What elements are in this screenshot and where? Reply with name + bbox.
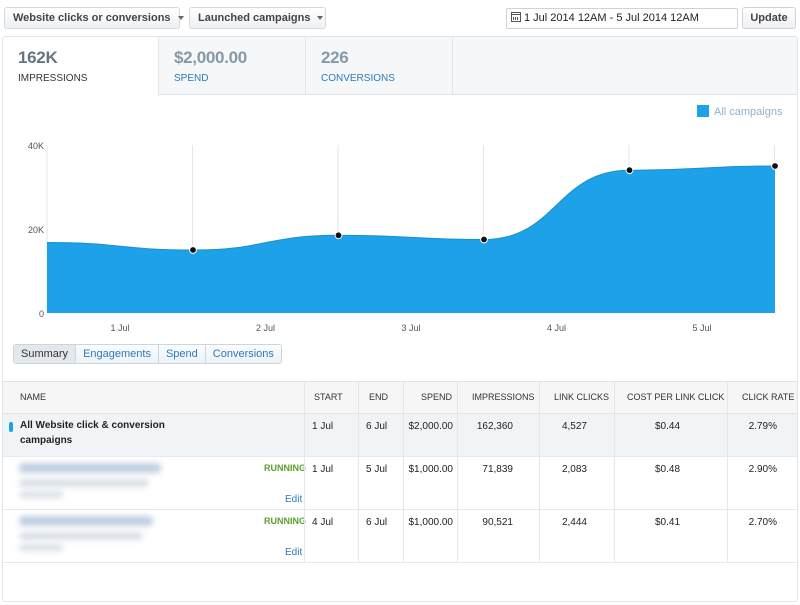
- column-divider: [304, 381, 305, 563]
- row-end: 6 Jul: [366, 517, 388, 528]
- summary-row[interactable]: All Website click & conversion campaigns…: [3, 414, 797, 457]
- campaigns-dropdown[interactable]: Launched campaigns: [189, 7, 326, 29]
- tab-impressions[interactable]: 162K IMPRESSIONS: [3, 37, 159, 96]
- row-impressions: 90,521: [482, 517, 513, 528]
- table-row[interactable]: RUNNING Edit 1 Jul 5 Jul $1,000.00 71,83…: [3, 457, 797, 510]
- spend-value: $2,000.00: [174, 48, 247, 67]
- summary-name-line1: All Website click & conversion: [20, 420, 165, 431]
- col-name[interactable]: NAME: [20, 392, 47, 402]
- table-row[interactable]: RUNNING Edit 4 Jul 6 Jul $1,000.00 90,52…: [3, 510, 797, 563]
- data-point: [189, 246, 197, 254]
- conversions-value: 226: [321, 48, 349, 67]
- col-start[interactable]: START: [314, 392, 343, 402]
- objective-dropdown[interactable]: Website clicks or conversions: [4, 7, 184, 29]
- campaign-name-redacted: [19, 491, 63, 498]
- data-point: [771, 162, 779, 170]
- summary-impressions: 162,360: [476, 421, 513, 432]
- status-badge: RUNNING: [264, 463, 306, 473]
- tab-spend[interactable]: $2,000.00 SPEND: [159, 37, 306, 95]
- summary-link-clicks: 4,527: [561, 421, 587, 432]
- table-header: NAME START END SPEND IMPRESSIONS LINK CL…: [3, 381, 797, 414]
- summary-name-line2: campaigns: [20, 435, 73, 446]
- row-click-rate: 2.70%: [748, 517, 777, 528]
- y-tick-label: 40K: [28, 141, 44, 151]
- top-toolbar: Website clicks or conversions Launched c…: [0, 0, 800, 36]
- chevron-down-icon: [177, 16, 184, 21]
- row-link-clicks: 2,444: [561, 517, 587, 528]
- analytics-panel: 162K IMPRESSIONS $2,000.00 SPEND 226 CON…: [2, 36, 798, 602]
- summary-end: 6 Jul: [366, 421, 388, 432]
- subtab-spend[interactable]: Spend: [158, 345, 206, 363]
- tab-conversions[interactable]: 226 CONVERSIONS: [306, 37, 453, 95]
- column-divider: [358, 381, 359, 563]
- row-start: 1 Jul: [312, 464, 334, 475]
- row-cost-per-link-click: $0.48: [655, 464, 681, 475]
- x-tick-label: 2 Jul: [256, 323, 275, 333]
- update-button[interactable]: Update: [742, 7, 796, 29]
- chevron-down-icon: [317, 16, 324, 21]
- campaign-name-redacted: [19, 532, 143, 540]
- row-impressions: 71,839: [482, 464, 513, 475]
- impressions-value: 162K: [18, 48, 58, 67]
- col-link-clicks[interactable]: LINK CLICKS: [554, 392, 610, 402]
- campaign-name-redacted: [19, 516, 153, 526]
- data-point: [480, 235, 488, 244]
- spend-label: SPEND: [174, 73, 209, 84]
- metric-tabs: 162K IMPRESSIONS $2,000.00 SPEND 226 CON…: [3, 37, 797, 96]
- x-tick-label: 4 Jul: [547, 323, 566, 333]
- legend-label: All campaigns: [714, 106, 783, 118]
- x-tick-label: 3 Jul: [401, 323, 420, 333]
- col-end[interactable]: END: [369, 392, 389, 402]
- column-divider: [403, 381, 404, 563]
- col-spend[interactable]: SPEND: [421, 392, 453, 402]
- row-link-clicks: 2,083: [561, 464, 587, 475]
- impressions-label: IMPRESSIONS: [18, 73, 88, 84]
- impressions-chart: 0 20K 40K 1 Jul 2 Jul 3 Jul 4 Jul 5 Jul: [28, 141, 779, 333]
- column-divider: [727, 381, 728, 563]
- date-range-input[interactable]: 1 Jul 2014 12AM - 5 Jul 2014 12AM: [506, 8, 738, 29]
- row-end: 5 Jul: [366, 464, 388, 475]
- campaign-name-redacted: [19, 544, 63, 551]
- row-spend: $1,000.00: [408, 517, 454, 528]
- column-divider: [614, 381, 615, 563]
- status-badge: RUNNING: [264, 516, 306, 526]
- x-tick-label: 1 Jul: [110, 323, 129, 333]
- row-spend: $1,000.00: [408, 464, 454, 475]
- series-area: [47, 166, 775, 313]
- col-cost-per-link-click[interactable]: COST PER LINK CLICK: [627, 392, 725, 402]
- calendar-icon: [511, 12, 521, 22]
- y-tick-label: 0: [39, 309, 44, 319]
- date-range-value: 1 Jul 2014 12AM - 5 Jul 2014 12AM: [524, 12, 699, 24]
- campaign-name-redacted: [19, 463, 161, 473]
- summary-cost-per-link-click: $0.44: [655, 421, 681, 432]
- row-click-rate: 2.90%: [748, 464, 777, 475]
- summary-start: 1 Jul: [312, 421, 334, 432]
- subtab-conversions[interactable]: Conversions: [205, 345, 281, 363]
- summary-spend: $2,000.00: [408, 421, 454, 432]
- report-subtabs: Summary Engagements Spend Conversions: [13, 344, 282, 364]
- subtab-engagements[interactable]: Engagements: [76, 345, 159, 363]
- x-tick-label: 5 Jul: [692, 323, 711, 333]
- chart-legend: All campaigns: [697, 105, 782, 118]
- objective-dropdown-label: Website clicks or conversions: [13, 12, 171, 24]
- edit-link[interactable]: Edit: [285, 494, 303, 505]
- data-point: [334, 231, 343, 240]
- campaign-name-redacted: [19, 479, 149, 487]
- legend-swatch: [697, 105, 709, 117]
- summary-click-rate: 2.79%: [748, 421, 777, 432]
- col-click-rate[interactable]: CLICK RATE: [742, 392, 795, 402]
- conversions-label: CONVERSIONS: [321, 73, 395, 84]
- row-cost-per-link-click: $0.41: [655, 517, 681, 528]
- col-impressions[interactable]: IMPRESSIONS: [472, 392, 535, 402]
- series-line: [46, 165, 776, 251]
- edit-link[interactable]: Edit: [285, 547, 303, 558]
- subtab-summary[interactable]: Summary: [14, 345, 77, 363]
- y-tick-label: 20K: [28, 225, 44, 235]
- column-divider: [457, 381, 458, 563]
- row-start: 4 Jul: [312, 517, 334, 528]
- campaigns-dropdown-label: Launched campaigns: [198, 12, 311, 24]
- data-point: [625, 166, 634, 175]
- column-divider: [539, 381, 540, 563]
- campaign-color-dot: [9, 422, 13, 432]
